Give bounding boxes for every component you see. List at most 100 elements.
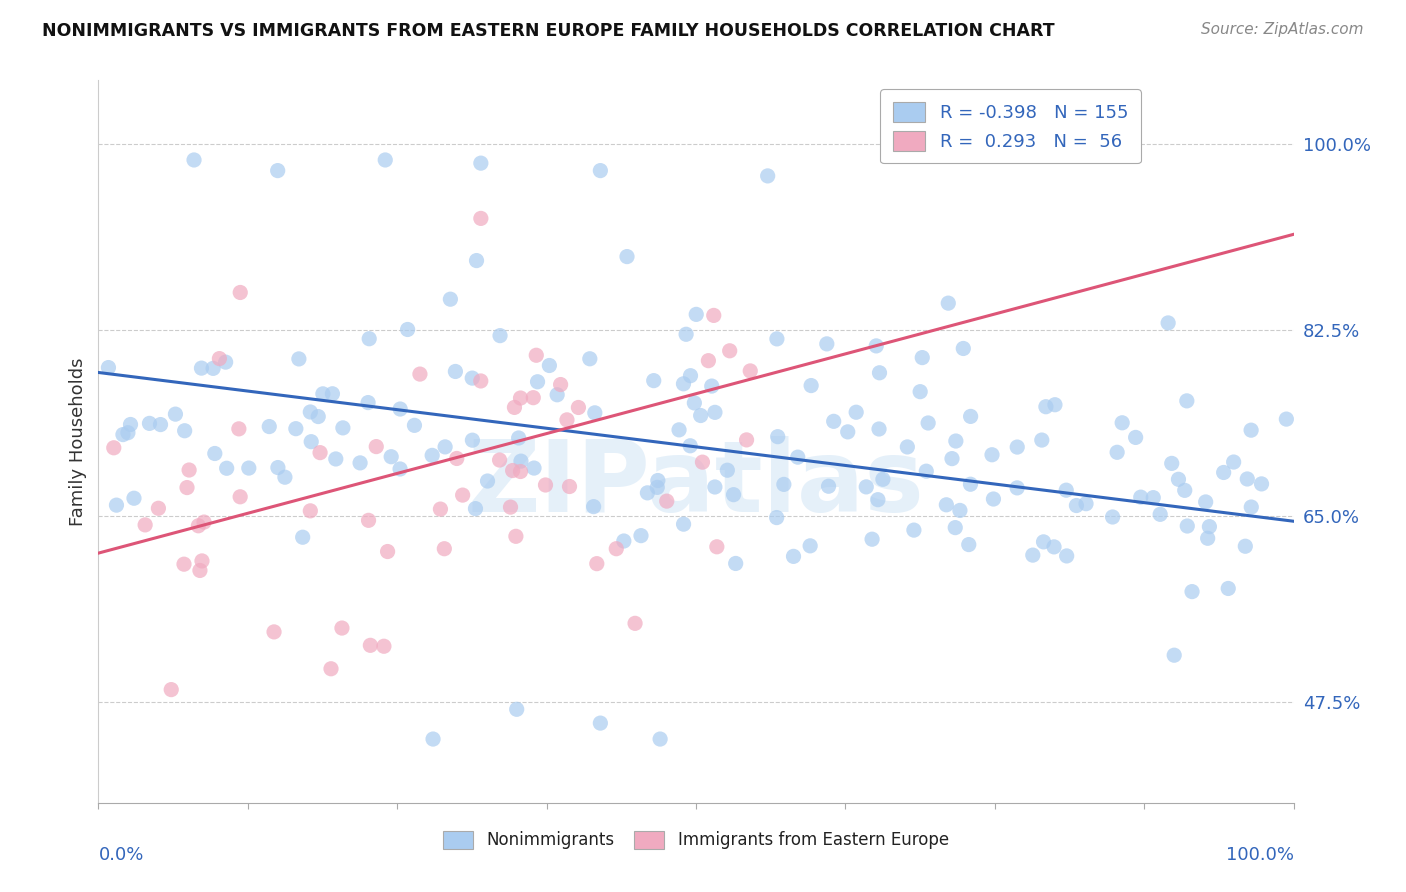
Point — [374, 153, 396, 167]
Point — [477, 474, 499, 488]
Point — [917, 416, 939, 430]
Point — [523, 461, 546, 475]
Text: ZIPatlas: ZIPatlas — [468, 436, 924, 533]
Point — [1142, 491, 1164, 505]
Point — [204, 446, 226, 460]
Point — [284, 422, 307, 436]
Point — [187, 518, 209, 533]
Point — [872, 472, 894, 486]
Point — [179, 463, 201, 477]
Point — [1160, 456, 1182, 470]
Point — [782, 549, 804, 564]
Point — [190, 361, 212, 376]
Point — [766, 332, 789, 346]
Point — [349, 456, 371, 470]
Point — [357, 513, 380, 527]
Point — [952, 342, 974, 356]
Point — [380, 450, 402, 464]
Point — [624, 616, 647, 631]
Point — [589, 716, 612, 731]
Point — [716, 463, 738, 477]
Point — [510, 454, 533, 468]
Point — [679, 439, 702, 453]
Point — [464, 501, 486, 516]
Point — [935, 498, 957, 512]
Point — [908, 384, 931, 399]
Point — [267, 460, 290, 475]
Point — [1035, 400, 1057, 414]
Point — [1250, 476, 1272, 491]
Point — [120, 417, 142, 432]
Point — [837, 425, 859, 439]
Point — [1129, 490, 1152, 504]
Point — [555, 413, 578, 427]
Point — [647, 474, 669, 488]
Point — [1181, 584, 1204, 599]
Point — [173, 424, 195, 438]
Point — [868, 422, 890, 436]
Point — [506, 702, 529, 716]
Point — [465, 253, 488, 268]
Point — [288, 351, 311, 366]
Point — [359, 332, 381, 346]
Point — [111, 427, 134, 442]
Point — [409, 367, 432, 381]
Point — [1197, 531, 1219, 545]
Point — [724, 557, 747, 571]
Point — [538, 359, 561, 373]
Point — [488, 453, 510, 467]
Point — [134, 517, 156, 532]
Point — [1195, 495, 1218, 509]
Point — [583, 406, 606, 420]
Point — [1149, 508, 1171, 522]
Point — [299, 434, 322, 449]
Point — [524, 348, 547, 362]
Point — [706, 540, 728, 554]
Point — [860, 532, 883, 546]
Point — [703, 405, 725, 419]
Point — [1125, 430, 1147, 444]
Point — [723, 488, 745, 502]
Point — [325, 452, 347, 467]
Point — [655, 494, 678, 508]
Point — [903, 523, 925, 537]
Point — [215, 461, 238, 475]
Point — [259, 419, 281, 434]
Point — [389, 402, 412, 417]
Point — [941, 451, 963, 466]
Point — [585, 557, 607, 571]
Point — [160, 682, 183, 697]
Point — [697, 353, 720, 368]
Point — [1157, 316, 1180, 330]
Point — [1222, 455, 1244, 469]
Point — [1174, 483, 1197, 498]
Point — [1198, 519, 1220, 533]
Point — [451, 488, 474, 502]
Point — [672, 517, 695, 532]
Point — [307, 409, 329, 424]
Point — [679, 368, 702, 383]
Point — [911, 351, 934, 365]
Point — [1175, 519, 1198, 533]
Point — [845, 405, 868, 419]
Point — [689, 409, 711, 423]
Point — [1236, 472, 1258, 486]
Point — [949, 503, 972, 517]
Point — [648, 732, 672, 747]
Point — [377, 544, 399, 558]
Point — [461, 433, 484, 447]
Point — [396, 322, 419, 336]
Point — [526, 375, 548, 389]
Point — [959, 477, 981, 491]
Point — [117, 425, 139, 440]
Point — [299, 504, 322, 518]
Point — [470, 374, 492, 388]
Point — [499, 500, 522, 515]
Point — [148, 501, 170, 516]
Point — [943, 520, 966, 534]
Point — [1031, 433, 1053, 447]
Text: 100.0%: 100.0% — [1226, 847, 1294, 864]
Point — [786, 450, 808, 464]
Point — [915, 464, 938, 478]
Point — [291, 530, 314, 544]
